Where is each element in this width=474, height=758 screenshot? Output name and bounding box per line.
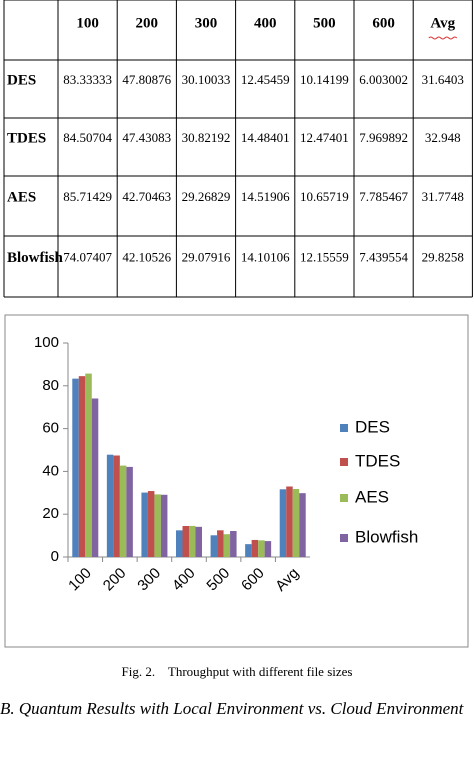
legend-swatch (340, 494, 348, 502)
bar (258, 540, 265, 557)
y-tick-label: 60 (42, 420, 59, 437)
bar (85, 373, 92, 557)
table-cell: 14.48401 (241, 130, 290, 145)
bar (195, 526, 202, 557)
section-heading: B. Quantum Results with Local Environmen… (0, 699, 464, 718)
legend-label: DES (355, 417, 390, 436)
bar (299, 493, 306, 557)
table-cell: 12.45459 (241, 72, 290, 87)
column-header: 300 (195, 15, 218, 31)
table-cell: 85.71429 (63, 189, 112, 204)
bar (182, 526, 189, 557)
y-tick-label: 20 (42, 505, 59, 522)
y-tick-label: 80 (42, 377, 59, 394)
bar (217, 530, 224, 557)
bar (72, 378, 79, 557)
table-cell: 83.33333 (63, 72, 112, 87)
bar (292, 489, 300, 557)
legend-label: TDES (355, 451, 400, 470)
column-header: 100 (76, 15, 99, 31)
row-header: AES (7, 189, 36, 205)
bar (106, 454, 114, 557)
bar (154, 494, 161, 557)
legend-label: Blowfish (355, 527, 418, 546)
y-tick-label: 100 (34, 334, 59, 351)
table-cell: 30.82192 (182, 130, 231, 145)
legend-swatch (340, 458, 348, 466)
table-cell: 12.47401 (300, 130, 349, 145)
table-cell: 12.15559 (300, 249, 349, 264)
row-header: TDES (7, 130, 46, 146)
table-cell: 47.43083 (122, 130, 171, 145)
bar (113, 455, 120, 557)
legend-label: AES (355, 487, 389, 506)
table-cell: 32.948 (425, 130, 461, 145)
spell-underline (428, 36, 458, 40)
column-header: Avg (430, 15, 455, 31)
bar (91, 398, 99, 557)
table-cell: 7.439554 (359, 249, 408, 264)
bar (245, 544, 252, 557)
bar (141, 492, 148, 557)
table-cell: 47.80876 (122, 72, 171, 87)
table-cell: 14.10106 (241, 249, 290, 264)
table-cell: 42.70463 (122, 189, 171, 204)
table-cell: 84.50704 (63, 130, 112, 145)
bar (279, 489, 287, 557)
table-cell: 30.10033 (182, 72, 231, 87)
bar (176, 530, 183, 557)
table-cell: 10.65719 (300, 189, 349, 204)
column-header: 500 (313, 15, 336, 31)
row-header: Blowfish (7, 250, 64, 266)
legend-swatch (340, 424, 348, 432)
column-header: 200 (136, 15, 159, 31)
bar (78, 376, 86, 557)
y-tick-label: 40 (42, 462, 59, 479)
table-cell: 7.785467 (359, 189, 408, 204)
bar (119, 465, 127, 557)
column-header: 400 (254, 15, 277, 31)
legend-swatch (340, 534, 348, 542)
table-cell: 14.51906 (241, 189, 290, 204)
row-header: DES (7, 72, 36, 88)
figure-caption: Fig. 2. Throughput with different file s… (122, 664, 353, 679)
bar (147, 491, 155, 557)
bar (251, 539, 259, 557)
bar (286, 486, 293, 557)
bar (126, 466, 133, 557)
table-cell: 10.14199 (300, 72, 349, 87)
table-cell: 6.003002 (359, 72, 408, 87)
bar (223, 534, 231, 557)
bar (230, 530, 237, 557)
column-header: 600 (372, 15, 395, 31)
table-cell: 29.8258 (422, 249, 464, 264)
bar (160, 494, 168, 557)
bar (210, 535, 218, 557)
y-tick-label: 0 (51, 548, 59, 565)
table-cell: 74.07407 (63, 249, 112, 264)
bar (264, 541, 272, 557)
bar (189, 525, 196, 557)
table-cell: 31.6403 (422, 72, 464, 87)
table-cell: 29.26829 (182, 189, 231, 204)
table-cell: 42.10526 (122, 249, 171, 264)
table-cell: 7.969892 (359, 130, 408, 145)
table-cell: 31.7748 (422, 189, 464, 204)
table-cell: 29.07916 (182, 249, 231, 264)
